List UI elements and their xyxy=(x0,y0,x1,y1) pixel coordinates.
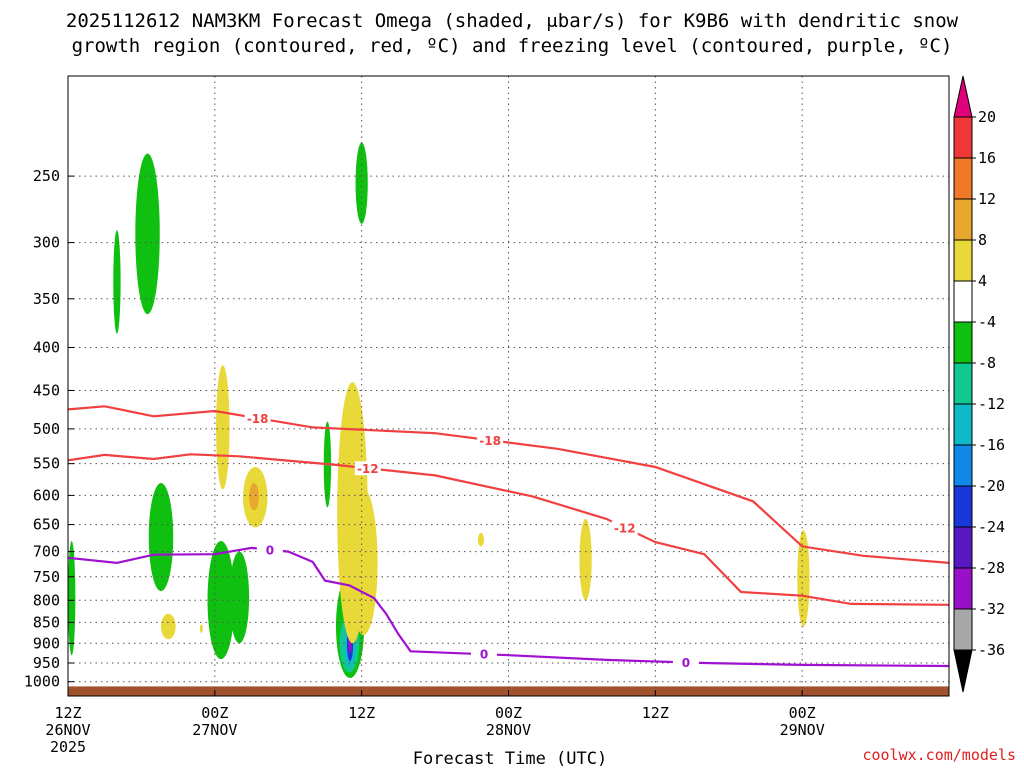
colorbar-label--36: -36 xyxy=(978,641,1005,659)
colorbar-label-12: 12 xyxy=(978,190,996,208)
x-tick-label-24-0: 12Z xyxy=(348,704,375,722)
omega-region-green-00z-a xyxy=(207,541,235,660)
colorbar-label--24: -24 xyxy=(978,518,1005,536)
y-tick-label-1000: 1000 xyxy=(24,673,60,691)
colorbar-bottom-arrow xyxy=(953,649,973,693)
y-tick-label-950: 950 xyxy=(33,654,60,672)
x-tick-label-36-0: 00Z xyxy=(495,704,522,722)
colorbar-segment xyxy=(953,321,973,364)
contour-layer: -18 -18 -12 -12 0 0 0 xyxy=(67,405,950,670)
y-tick-label-250: 250 xyxy=(33,167,60,185)
y-axis-ticks: 250 300 350 400 450 500 550 600 650 700 750 800 850 9… xyxy=(24,167,74,691)
colorbar-segment xyxy=(953,403,973,446)
y-tick-label-900: 900 xyxy=(33,634,60,652)
colorbar-label--4: -4 xyxy=(978,313,996,331)
contour-dgz-minus12 xyxy=(67,453,950,606)
contour-label-bg xyxy=(256,542,283,557)
colorbar-segment xyxy=(953,116,973,159)
colorbar-segment xyxy=(953,485,973,528)
x-tick-label-0-2: 2025 xyxy=(50,738,86,756)
omega-region-yellow-20z xyxy=(797,530,810,627)
y-tick-label-350: 350 xyxy=(33,290,60,308)
colorbar-segment xyxy=(953,526,973,569)
omega-region-green-lower-left xyxy=(68,541,76,656)
gridlines xyxy=(68,76,949,696)
x-tick-label-60-1: 29NOV xyxy=(780,721,825,739)
contour-label-bg xyxy=(244,411,271,426)
contour-label-dgz-minus18: -18 xyxy=(479,434,501,448)
plot-frame xyxy=(67,75,950,697)
y-tick-label-400: 400 xyxy=(33,339,60,357)
colorbar-label--12: -12 xyxy=(978,395,1005,413)
contour-label-dgz-minus18: -18 xyxy=(247,412,269,426)
y-tick-label-600: 600 xyxy=(33,486,60,504)
colorbar-label-20: 20 xyxy=(978,108,996,126)
colorbar-top-arrow xyxy=(953,75,973,118)
omega-region-green-250-330 xyxy=(135,153,160,315)
contour-label-bg xyxy=(477,433,504,448)
y-tick-label-500: 500 xyxy=(33,420,60,438)
colorbar: 20 16 12 8 4 -4 -8 -12 -16 -20 -24 -28 -32 -36 xyxy=(953,75,1005,693)
contour-label-bg xyxy=(354,461,381,476)
colorbar-segment xyxy=(953,239,973,282)
colorbar-segment xyxy=(953,444,973,487)
colorbar-label--8: -8 xyxy=(978,354,996,372)
colorbar-label--16: -16 xyxy=(978,436,1005,454)
x-tick-label-12-1: 27NOV xyxy=(192,721,237,739)
colorbar-label--32: -32 xyxy=(978,600,1005,618)
contour-label-dgz-minus12: -12 xyxy=(357,462,379,476)
y-tick-label-750: 750 xyxy=(33,568,60,586)
x-tick-label-12-0: 00Z xyxy=(201,704,228,722)
omega-region-green-0630 xyxy=(148,483,174,592)
x-tick-label-48-0: 12Z xyxy=(642,704,669,722)
y-tick-label-300: 300 xyxy=(33,234,60,252)
omega-region-yellow-0730 xyxy=(160,613,176,640)
colorbar-segment xyxy=(953,608,973,651)
chart-title-line1: 2025112612 NAM3KM Forecast Omega (shaded… xyxy=(66,10,959,32)
omega-region-yellow-1130-b xyxy=(349,489,378,636)
colorbar-segment xyxy=(953,280,973,323)
credit-text[interactable]: coolwx.com/models xyxy=(862,746,1016,764)
contour-label-dgz-minus12: -12 xyxy=(614,521,636,535)
colorbar-label--20: -20 xyxy=(978,477,1005,495)
contour-label-bg xyxy=(471,647,498,662)
omega-region-yellow-2230 xyxy=(216,365,230,490)
contour-label-bg xyxy=(611,520,638,535)
omega-region-green-00z-b xyxy=(229,551,250,644)
contour-freezing-level xyxy=(67,546,950,668)
contour-label-freezing-level: 0 xyxy=(266,543,274,557)
y-tick-label-850: 850 xyxy=(33,613,60,631)
colorbar-segment xyxy=(953,157,973,200)
colorbar-label-16: 16 xyxy=(978,149,996,167)
colorbar-segment xyxy=(953,362,973,405)
omega-region-yellow-0330z xyxy=(477,532,485,547)
contour-label-freezing-level: 0 xyxy=(682,656,690,670)
y-tick-label-550: 550 xyxy=(33,455,60,473)
omega-shading-layer xyxy=(68,142,810,679)
omega-region-green-upper-12z xyxy=(355,142,368,224)
x-tick-label-60-0: 00Z xyxy=(789,704,816,722)
omega-region-orange-0130 xyxy=(249,483,259,511)
colorbar-label-4: 4 xyxy=(978,272,987,290)
colorbar-label--28: -28 xyxy=(978,559,1005,577)
colorbar-segment xyxy=(953,567,973,610)
y-tick-label-450: 450 xyxy=(33,381,60,399)
colorbar-segment xyxy=(953,198,973,241)
contour-label-bg xyxy=(672,655,699,670)
x-axis-label: Forecast Time (UTC) xyxy=(413,749,607,768)
y-tick-label-800: 800 xyxy=(33,591,60,609)
omega-region-yellow-06z xyxy=(579,518,592,601)
x-tick-label-36-1: 28NOV xyxy=(486,721,531,739)
colorbar-label-8: 8 xyxy=(978,231,987,249)
omega-region-green-300-380 xyxy=(113,230,121,334)
omega-region-yellow-0900 xyxy=(199,624,203,633)
contour-label-freezing-level: 0 xyxy=(480,648,488,662)
chart-title-line2: growth region (contoured, red, ºC) and f… xyxy=(72,35,953,57)
x-tick-label-0-1: 26NOV xyxy=(45,721,90,739)
y-tick-label-700: 700 xyxy=(33,543,60,561)
x-tick-label-0-0: 12Z xyxy=(54,704,81,722)
y-tick-label-650: 650 xyxy=(33,516,60,534)
